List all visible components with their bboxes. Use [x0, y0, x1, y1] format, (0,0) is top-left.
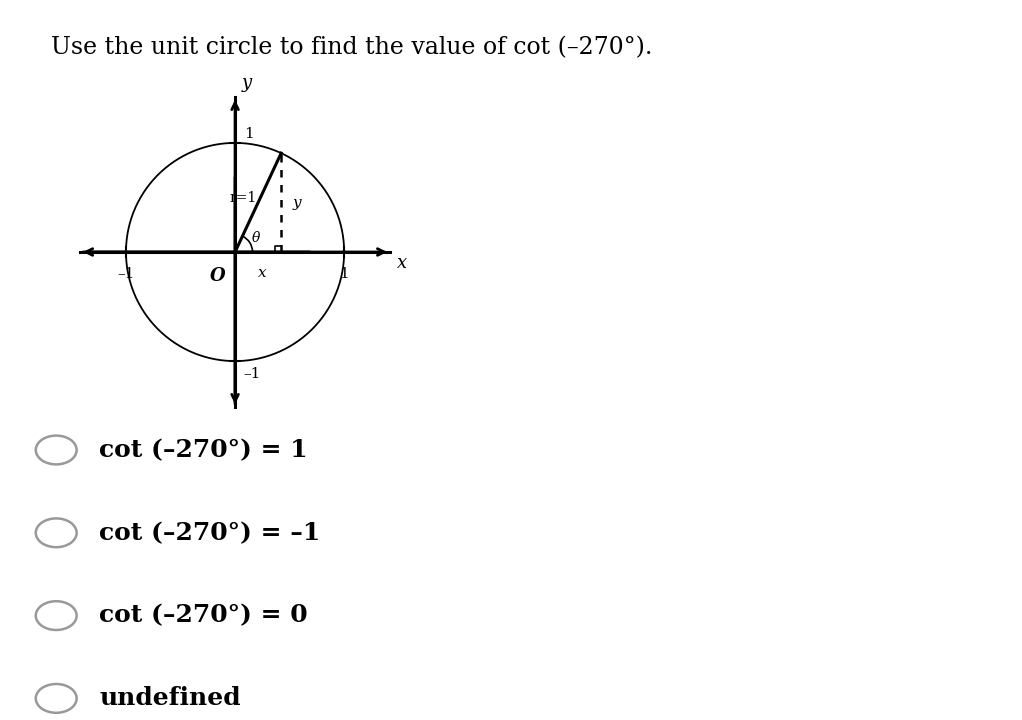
Text: 1: 1	[244, 127, 253, 140]
Text: cot (–270°) = –1: cot (–270°) = –1	[99, 521, 320, 545]
Text: y: y	[241, 73, 251, 91]
Text: Use the unit circle to find the value of cot (–270°).: Use the unit circle to find the value of…	[51, 36, 653, 59]
Text: x: x	[259, 266, 267, 280]
Text: y: y	[292, 196, 300, 210]
Text: cot (–270°) = 1: cot (–270°) = 1	[99, 438, 308, 462]
Text: undefined: undefined	[99, 686, 241, 711]
Text: cot (–270°) = 0: cot (–270°) = 0	[99, 603, 308, 628]
Text: 1: 1	[339, 267, 350, 282]
Text: θ: θ	[251, 231, 260, 245]
Text: –1: –1	[118, 267, 135, 282]
Text: –1: –1	[244, 366, 262, 381]
Text: r=1: r=1	[229, 192, 257, 205]
Text: O: O	[210, 267, 226, 285]
Text: x: x	[397, 254, 407, 272]
